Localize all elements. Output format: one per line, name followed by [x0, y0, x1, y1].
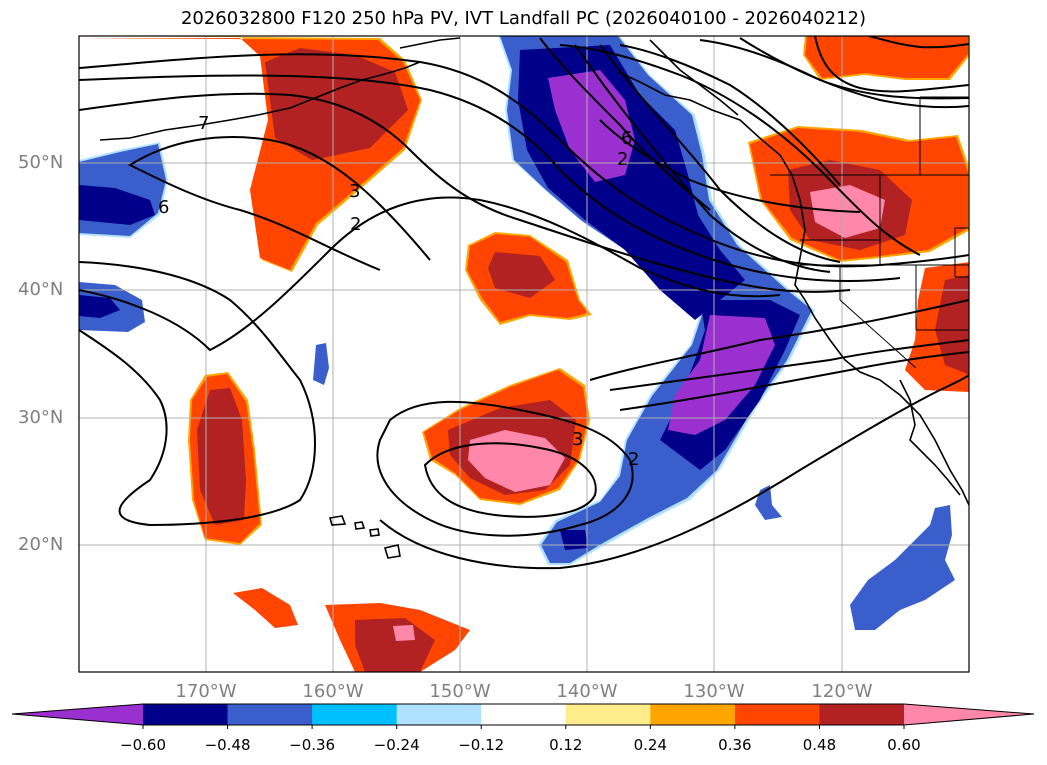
lon-tick-label: 160°W	[302, 681, 364, 702]
lat-tick-label: 40°N	[18, 279, 64, 300]
colorbar-segment	[396, 704, 482, 725]
lon-tick-label: 150°W	[429, 681, 491, 702]
chart-title: 2026032800 F120 250 hPa PV, IVT Landfall…	[180, 8, 867, 29]
lon-tick-label: 130°W	[683, 681, 745, 702]
colorbar-tick-label: 0.48	[802, 736, 837, 754]
lat-tick-label: 50°N	[18, 152, 64, 173]
positive-anomaly-north-pacific	[465, 232, 592, 325]
contour-label: 3	[349, 181, 360, 202]
pv-contours	[79, 36, 969, 570]
colorbar-extend-low	[12, 704, 143, 725]
lat-tick-label: 30°N	[18, 407, 64, 428]
colorbar-outline	[11, 703, 1035, 726]
colorbar-tick-label: −0.12	[458, 736, 505, 754]
colorbar-tick-label: 0.12	[549, 736, 583, 754]
colorbar-tick-label: −0.24	[373, 736, 420, 754]
contour-labels: 7 6 3 2 6 2 3 2	[158, 113, 639, 470]
colorbar-segment	[650, 704, 736, 725]
map-frame	[78, 35, 970, 673]
colorbar-segment	[227, 704, 313, 725]
colorbar-segment	[819, 704, 905, 725]
coastlines	[99, 37, 969, 559]
contour-label: 2	[628, 449, 639, 470]
colorbar-tick-label: −0.48	[204, 736, 251, 754]
lon-tick-label: 120°W	[811, 681, 873, 702]
contour-label: 3	[572, 429, 583, 450]
colorbar-extend-high	[904, 704, 1034, 725]
colorbar-tick-label: −0.36	[289, 736, 336, 754]
contour-label: 2	[350, 214, 361, 235]
lat-tick-label: 20°N	[18, 534, 64, 555]
colorbar-tick-label: −0.60	[120, 736, 166, 754]
colorbar-tick-label: 0.60	[887, 736, 921, 754]
positive-anomaly-south	[233, 588, 470, 672]
colorbar-segment	[565, 704, 651, 725]
colorbar-segment	[143, 704, 229, 725]
contour-label: 6	[158, 197, 169, 218]
positive-anomaly-subtropical	[422, 368, 590, 505]
colorbar-segment	[481, 704, 567, 725]
colorbar-tick-label: 0.24	[633, 736, 668, 754]
contour-label: 6	[621, 128, 632, 149]
colorbar-segment	[734, 704, 820, 725]
contour-label: 2	[617, 149, 628, 170]
colorbar-tick-label: 0.36	[718, 736, 752, 754]
colorbar-segment	[312, 704, 398, 725]
contour-label: 7	[198, 113, 209, 134]
lon-tick-label: 140°W	[556, 681, 618, 702]
positive-anomaly-east	[905, 262, 969, 392]
lon-tick-label: 170°W	[175, 681, 237, 702]
